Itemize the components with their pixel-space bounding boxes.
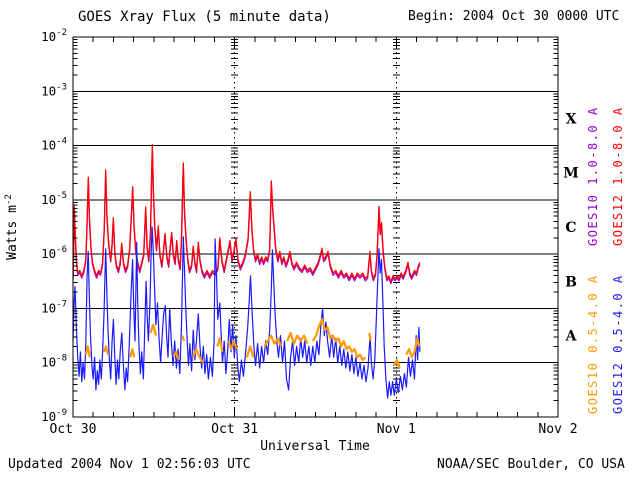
legend-goes12-1-0-8-0-a: GOES12 1.0-8.0 A bbox=[611, 106, 625, 246]
flare-class-letter-b: B bbox=[565, 274, 577, 290]
y-axis-title: Watts m-2 bbox=[4, 194, 20, 260]
flare-class-letter-m: M bbox=[563, 166, 579, 182]
series-goes10-short-segment bbox=[172, 350, 180, 361]
x-tick-label: Oct 30 bbox=[50, 422, 97, 437]
series-goes10-short-segment bbox=[286, 331, 309, 345]
series-goes10-short-segment bbox=[216, 337, 224, 353]
series-goes10-short-segment bbox=[129, 348, 136, 358]
begin-timestamp: Begin: 2004 Oct 30 0000 UTC bbox=[408, 9, 619, 24]
series-goes10-short-segment bbox=[368, 332, 372, 342]
flare-class-letter-x: X bbox=[566, 111, 577, 127]
series-goes10-short-segment bbox=[311, 318, 367, 362]
series-goes10-short-segment bbox=[405, 337, 421, 359]
series-goes12-short bbox=[73, 226, 421, 399]
series-goes10-short-segment bbox=[149, 323, 157, 336]
updated-timestamp: Updated 2004 Nov 1 02:56:03 UTC bbox=[8, 457, 251, 472]
plot-frame bbox=[72, 36, 559, 418]
series-goes10-short-segment bbox=[84, 345, 91, 358]
series-goes10-short-segment bbox=[191, 348, 204, 364]
series-goes10-short-segment bbox=[263, 334, 283, 347]
flare-class-letter-c: C bbox=[565, 220, 576, 236]
series-goes10-short-segment bbox=[393, 358, 401, 369]
axis-ticks bbox=[73, 37, 558, 417]
chart-title: GOES Xray Flux (5 minute data) bbox=[78, 9, 331, 25]
series-goes10-short-segment bbox=[102, 345, 110, 355]
legend-goes12-0-5-4-0-a: GOES12 0.5-4.0 A bbox=[611, 274, 625, 414]
series-goes10-short-segment bbox=[245, 345, 255, 358]
x-tick-label: Nov 2 bbox=[538, 422, 577, 437]
flare-class-letter-a: A bbox=[565, 329, 578, 345]
legend-goes10-1-0-8-0-a: GOES10 1.0-8.0 A bbox=[586, 106, 600, 246]
data-series bbox=[73, 143, 421, 399]
series-goes12-long bbox=[73, 143, 421, 282]
legend-goes10-0-5-4-0-a: GOES10 0.5-4.0 A bbox=[586, 274, 600, 414]
series-goes10-short-segment bbox=[181, 335, 186, 342]
x-axis-title: Universal Time bbox=[260, 439, 370, 454]
series-goes10-short-segment bbox=[227, 339, 238, 351]
credit-text: NOAA/SEC Boulder, CO USA bbox=[437, 457, 625, 472]
x-tick-label: Nov 1 bbox=[377, 422, 416, 437]
x-tick-label: Oct 31 bbox=[211, 422, 258, 437]
